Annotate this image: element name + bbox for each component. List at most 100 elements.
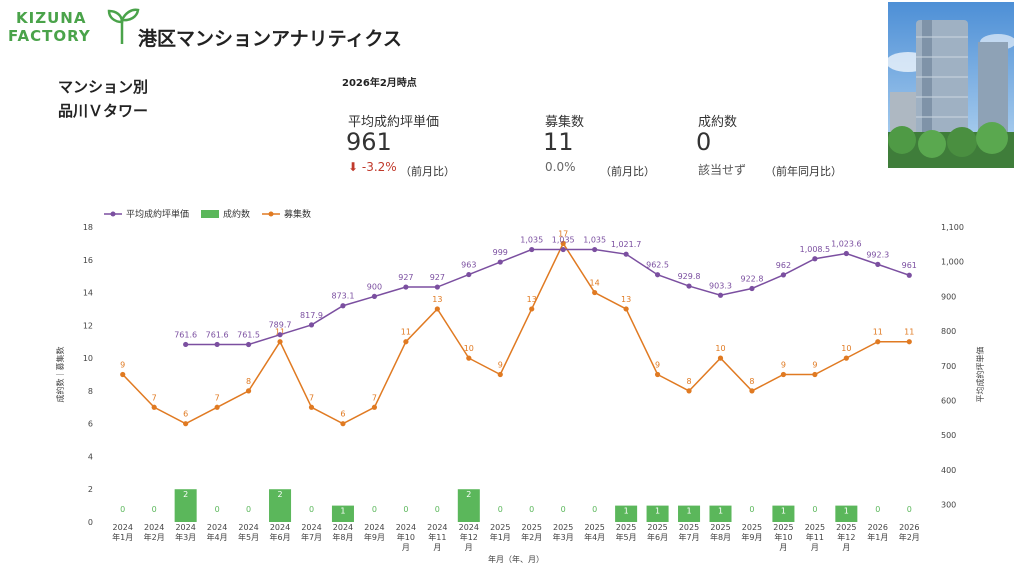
bar-contracts [678, 505, 701, 522]
point-price [717, 292, 724, 298]
point-listings [403, 339, 409, 345]
point-listings [151, 404, 157, 410]
label-listings: 6 [183, 410, 188, 419]
label-listings: 13 [527, 295, 537, 304]
x-tick-label: 2024 [396, 523, 416, 532]
x-tick-label: 2025 [490, 523, 510, 532]
label-listings: 10 [715, 344, 725, 353]
bar-contracts [835, 505, 858, 522]
label-price: 929.8 [678, 272, 701, 281]
x-tick-label: 2025 [647, 523, 667, 532]
label-listings: 7 [152, 393, 157, 402]
bar-label: 0 [875, 505, 880, 514]
bar-label: 0 [529, 505, 534, 514]
legend-item-contracts[interactable]: 成約数 [201, 207, 250, 220]
point-listings [497, 371, 503, 378]
point-price [245, 341, 252, 348]
point-price [812, 256, 818, 262]
x-tick-label: 年1月 [867, 532, 888, 542]
x-tick-label: 年6月 [269, 532, 290, 542]
bar-label: 1 [718, 507, 723, 516]
bar-label: 1 [781, 507, 786, 516]
x-tick-label: 2024 [333, 523, 353, 532]
bar-label: 2 [277, 490, 282, 499]
bar-contracts [646, 505, 669, 522]
point-price [403, 284, 409, 290]
bar-contracts [457, 489, 480, 522]
x-tick-label: 月 [433, 543, 441, 552]
x-tick-label: 年12 [837, 532, 855, 542]
x-tick-label: 年2月 [144, 532, 165, 542]
line-price [185, 248, 910, 346]
point-listings [843, 355, 849, 361]
point-price [340, 303, 346, 309]
point-price [277, 332, 283, 338]
bar-label: 0 [120, 505, 125, 514]
y-right-tick: 700 [941, 362, 956, 371]
bar-label: 0 [215, 505, 220, 514]
y-left-title: 成約数｜募集数 [55, 347, 65, 403]
label-price: 873.1 [332, 292, 355, 301]
point-price [592, 246, 598, 253]
x-tick-label: 年5月 [616, 532, 637, 542]
label-listings: 9 [655, 361, 660, 370]
kpi-avg-price-value: 961 [346, 128, 392, 156]
label-price: 1,035 [552, 236, 575, 245]
legend-item-listings[interactable]: 募集数 [262, 207, 311, 220]
label-price: 761.6 [206, 330, 229, 339]
bar-contracts [174, 489, 197, 522]
bar-label: 0 [435, 505, 440, 514]
point-listings [340, 421, 346, 427]
point-listings [686, 388, 692, 394]
x-tick-label: 2025 [616, 523, 636, 532]
kpi-listings-label: 募集数 [545, 115, 585, 130]
legend-label-price: 平均成約坪単価 [126, 210, 190, 220]
y-left-tick: 6 [88, 420, 93, 429]
x-tick-label: 年11 [806, 532, 824, 542]
legend-item-price[interactable]: 平均成約坪単価 [104, 207, 189, 220]
label-listings: 7 [215, 393, 220, 402]
bar-label: 2 [183, 490, 188, 499]
bar-contracts [331, 505, 354, 522]
label-listings: 7 [372, 393, 377, 402]
x-tick-label: 月 [779, 543, 787, 552]
x-tick-label: 2025 [773, 523, 793, 532]
label-listings: 11 [904, 328, 914, 337]
x-tick-label: 年3月 [175, 532, 196, 542]
bar-label: 0 [812, 505, 817, 514]
x-tick-label: 2025 [710, 523, 730, 532]
x-tick-label: 年8月 [710, 532, 731, 542]
x-tick-label: 2024 [238, 523, 258, 532]
point-listings [560, 240, 566, 246]
bar-contracts [772, 505, 795, 522]
x-tick-label: 2025 [805, 523, 825, 532]
kizuna-factory-logo[interactable]: KIZUNA FACTORY [6, 6, 140, 46]
kpi-contracts-note: （前年同月比） [765, 165, 842, 178]
label-price: 761.6 [174, 330, 197, 339]
y-right-tick: 1,000 [941, 258, 964, 267]
bar-label: 1 [655, 507, 660, 516]
bar-contracts [615, 505, 638, 522]
point-listings [812, 371, 818, 378]
label-price: 1,035 [520, 236, 543, 245]
point-listings [749, 388, 755, 394]
x-tick-label: 月 [465, 543, 473, 552]
x-tick-label: 2024 [207, 523, 227, 532]
kpi-avg-price-label: 平均成約坪単価 [348, 115, 440, 130]
x-tick-label: 年12 [460, 532, 478, 542]
x-tick-label: 年5月 [238, 532, 259, 542]
point-price [843, 250, 849, 257]
y-right-tick: 600 [941, 397, 956, 406]
label-listings: 10 [841, 344, 851, 353]
label-listings: 13 [621, 295, 631, 304]
label-price: 1,021.7 [611, 240, 642, 249]
bar-contracts [709, 505, 732, 522]
x-tick-label: 年7月 [301, 532, 322, 542]
y-right-title: 平均成約坪単価 [975, 347, 985, 403]
point-price [906, 272, 912, 278]
x-tick-label: 2024 [301, 523, 321, 532]
x-tick-label: 年7月 [678, 532, 699, 542]
point-listings [466, 355, 472, 361]
x-tick-label: 2025 [679, 523, 699, 532]
label-price: 1,008.5 [800, 245, 831, 254]
